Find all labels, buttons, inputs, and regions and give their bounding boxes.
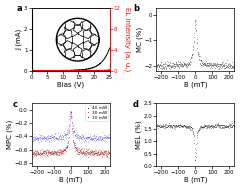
10 mW <box>66 130 69 132</box>
30 mW <box>76 150 79 152</box>
Text: d: d <box>133 100 139 109</box>
40 mW <box>87 156 90 158</box>
Line: 40 mW: 40 mW <box>31 111 110 158</box>
10 mW <box>51 139 54 142</box>
X-axis label: B (mT): B (mT) <box>183 177 207 183</box>
10 mW <box>47 141 50 143</box>
30 mW <box>72 140 75 143</box>
Legend: 40 mW, 30 mW, 10 mW: 40 mW, 30 mW, 10 mW <box>85 105 108 121</box>
30 mW <box>108 157 111 159</box>
30 mW <box>108 152 111 154</box>
40 mW <box>72 140 75 143</box>
10 mW <box>72 130 75 132</box>
Y-axis label: MC (%): MC (%) <box>136 26 143 52</box>
X-axis label: B (mT): B (mT) <box>183 81 207 88</box>
30 mW <box>69 111 72 113</box>
10 mW <box>105 135 108 138</box>
Line: 10 mW: 10 mW <box>31 111 110 143</box>
10 mW <box>77 137 80 139</box>
40 mW <box>107 152 110 154</box>
40 mW <box>51 153 54 155</box>
40 mW <box>66 144 69 146</box>
30 mW <box>107 154 110 157</box>
40 mW <box>70 110 72 112</box>
30 mW <box>105 155 108 157</box>
40 mW <box>30 149 33 151</box>
40 mW <box>108 154 111 156</box>
Y-axis label: MPC (%): MPC (%) <box>6 120 13 149</box>
30 mW <box>66 142 69 144</box>
10 mW <box>69 110 72 112</box>
10 mW <box>30 137 33 140</box>
40 mW <box>105 155 108 157</box>
30 mW <box>30 149 33 151</box>
Y-axis label: MEL (%): MEL (%) <box>136 121 142 149</box>
Y-axis label: J (mA): J (mA) <box>16 28 23 50</box>
X-axis label: Bias (V): Bias (V) <box>57 81 84 88</box>
Text: b: b <box>133 4 139 13</box>
Y-axis label: EL intensity (a. u.): EL intensity (a. u.) <box>123 7 130 71</box>
X-axis label: B (mT): B (mT) <box>59 177 82 183</box>
Text: c: c <box>12 100 17 109</box>
10 mW <box>108 136 111 138</box>
Line: 30 mW: 30 mW <box>31 112 110 158</box>
10 mW <box>107 136 110 138</box>
40 mW <box>76 151 79 153</box>
30 mW <box>51 151 54 153</box>
Text: a: a <box>16 4 22 13</box>
